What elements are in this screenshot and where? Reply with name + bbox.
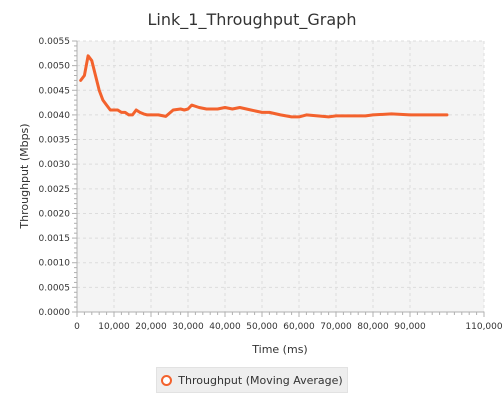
x-axis-ticks: 0 10,000 20,000 30,000 40,000 50,000 60,000 70,… — [74, 312, 503, 332]
x-tick-label: 80,000 — [357, 322, 389, 332]
x-tick-label: 70,000 — [320, 322, 352, 332]
y-axis-ticks: 0.0000 0.0005 0.0010 0.0015 0.0020 0.0025 0.00… — [39, 37, 77, 318]
x-tick-label: 0 — [74, 322, 80, 332]
y-tick-label: 0.0005 — [39, 283, 71, 293]
plot-area — [77, 41, 484, 312]
y-tick-label: 0.0050 — [39, 62, 71, 72]
y-tick-label: 0.0040 — [39, 111, 71, 121]
series-line — [79, 54, 449, 119]
y-axis-label: Throughput (Mbps) — [18, 123, 31, 229]
x-tick-label: 40,000 — [209, 322, 241, 332]
y-tick-label: 0.0015 — [39, 234, 71, 244]
y-tick-label: 0.0010 — [39, 259, 71, 269]
x-tick-label: 90,000 — [394, 322, 426, 332]
series-group — [79, 54, 449, 119]
legend: Throughput (Moving Average) — [156, 367, 348, 393]
grid — [77, 40, 485, 313]
x-tick-label: 20,000 — [135, 322, 167, 332]
y-tick-label: 0.0055 — [39, 37, 71, 47]
y-tick-label: 0.0025 — [39, 185, 71, 195]
legend-marker-icon — [161, 374, 173, 386]
chart-title: Link_1_Throughput_Graph — [148, 10, 357, 30]
x-tick-label: 60,000 — [283, 322, 315, 332]
x-tick-label: 10,000 — [98, 322, 130, 332]
y-tick-label: 0.0045 — [39, 86, 71, 96]
x-axis-label: Time (ms) — [251, 343, 307, 356]
y-tick-label: 0.0035 — [39, 136, 71, 146]
legend-label: Throughput (Moving Average) — [178, 373, 343, 387]
y-tick-label: 0.0030 — [39, 160, 71, 170]
x-tick-label: 30,000 — [172, 322, 204, 332]
y-tick-label: 0.0000 — [39, 308, 71, 318]
x-tick-label: 50,000 — [246, 322, 278, 332]
x-tick-label: 110,000 — [465, 322, 502, 332]
y-tick-label: 0.0020 — [39, 209, 71, 219]
